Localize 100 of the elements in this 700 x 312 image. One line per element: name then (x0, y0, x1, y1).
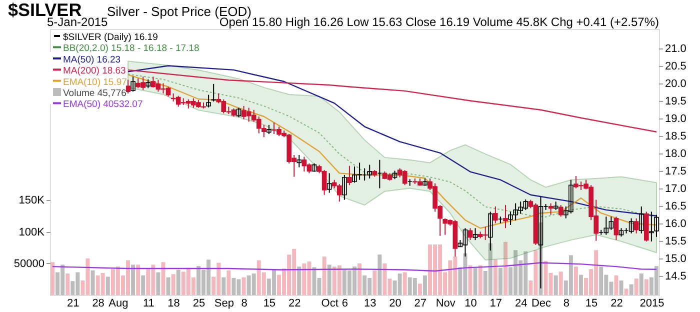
bar (578, 274, 583, 295)
bar (644, 279, 648, 295)
candlestick (347, 165, 352, 186)
y-tick-label: 50000 (14, 258, 44, 270)
y-tick-label: 100K (18, 226, 46, 238)
legend-label: Volume 45,776 (63, 88, 126, 99)
x-tick-label: Sep (214, 298, 234, 310)
x-tick-label: 24 (514, 298, 528, 310)
x-tick-label: Nov (436, 298, 456, 310)
x-tick-label: 17 (490, 298, 502, 310)
candlestick (342, 174, 347, 200)
candlestick (649, 211, 654, 242)
candlestick (472, 228, 478, 241)
x-tick-label: 10 (464, 298, 477, 310)
x-tick-label: 25 (192, 298, 206, 310)
bar (372, 270, 377, 295)
text: 5-Jan-2015 (47, 15, 108, 29)
y2-tick-label: 16.5 (665, 200, 686, 212)
y2-tick-label: 15.5 (665, 235, 686, 248)
y2-tick-label: 19.0 (665, 112, 686, 125)
x-tick-label: 18 (168, 298, 180, 310)
bar (297, 266, 302, 295)
legend-label: BB(20,2.0) 15.18 - 16.18 - 17.18 (63, 43, 200, 54)
bar (161, 262, 166, 295)
y2-tick-label: 20.0 (665, 78, 686, 90)
bar (468, 265, 472, 295)
bar (222, 277, 226, 295)
bar (327, 264, 332, 295)
candlestick (126, 79, 130, 94)
bar (358, 263, 362, 295)
bar (493, 260, 498, 295)
bar (422, 275, 427, 295)
bar (242, 277, 246, 295)
line-series (52, 262, 658, 272)
x-tick-label: 20 (389, 298, 402, 310)
bar (418, 284, 422, 295)
candlestick (236, 107, 242, 118)
bar (473, 268, 478, 295)
bar (614, 275, 618, 295)
bar (574, 266, 578, 295)
bar (624, 288, 628, 295)
x-tick-label: 13 (364, 298, 376, 310)
y2-tick-label: 21.0 (665, 42, 686, 55)
legend-label: MA(200) 18.63 (63, 66, 126, 77)
bar (498, 268, 502, 295)
y2-tick-label: 19.5 (665, 95, 686, 108)
candlestick (296, 154, 302, 168)
bar (131, 264, 136, 295)
bar (478, 265, 482, 295)
x-tick-label: Dec (531, 298, 552, 310)
bar (141, 275, 146, 295)
x-tick-label: 15 (585, 298, 598, 310)
x-tick-label: 8 (241, 298, 248, 310)
y2-tick-label: 18.5 (665, 130, 686, 142)
y-tick-label: 150K (18, 194, 46, 207)
bar (106, 276, 110, 295)
candlestick (206, 94, 211, 108)
x-tick-label: Aug (108, 298, 128, 310)
candlestick (548, 202, 554, 216)
bar (558, 272, 563, 295)
x-tick-label: 8 (563, 298, 570, 310)
y2-tick-label: 14.5 (665, 270, 686, 282)
candlestick (558, 204, 564, 218)
bar (639, 274, 644, 295)
legend-label: $SILVER (Daily) 16.19 (63, 32, 158, 43)
bar (634, 278, 638, 295)
bar (503, 242, 508, 295)
y2-tick-label: 17.0 (665, 182, 686, 195)
candlestick (468, 228, 473, 241)
bar (166, 277, 170, 295)
candlestick (493, 206, 498, 224)
bar (402, 272, 407, 295)
candlestick (634, 218, 639, 234)
bar (136, 264, 140, 295)
y2-tick-label: 18.0 (665, 148, 686, 160)
y2-tick-label: 16.0 (665, 218, 686, 230)
bar (176, 270, 180, 295)
x-tick-label: 2015 (640, 298, 664, 310)
candlestick (638, 206, 644, 234)
x-tick-label: 28 (92, 298, 104, 310)
x-tick-label: 22 (288, 298, 301, 310)
bar (171, 274, 176, 295)
legend-label: EMA(50) 40532.07 (63, 99, 143, 110)
legend-label: EMA(10) 15.97 (63, 76, 127, 88)
bar (66, 274, 70, 295)
bar (322, 256, 326, 295)
candlestick (503, 204, 508, 229)
x-tick-label: 21 (67, 298, 80, 310)
legend-label: MA(50) 16.23 (63, 54, 121, 66)
x-tick-label: 6 (342, 298, 348, 310)
bar (50, 262, 55, 295)
x-tick-label: 27 (414, 298, 427, 310)
candlestick (130, 76, 136, 92)
bar (378, 254, 382, 295)
candlestick (628, 218, 634, 234)
y2-tick-label: 20.5 (665, 60, 686, 72)
candlestick (266, 124, 272, 134)
bar (90, 270, 95, 295)
bar (629, 284, 634, 295)
y2-tick-label: 15.0 (665, 252, 686, 265)
